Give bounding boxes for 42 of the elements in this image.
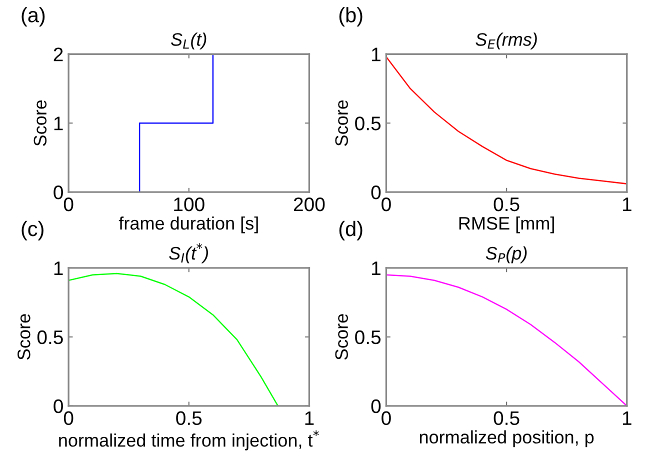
y-axis-title: Score: [335, 314, 348, 360]
x-tick-label: 0: [64, 411, 74, 426]
y-tick-label: 1: [54, 262, 63, 275]
chart-title: S$_{P}$(p): [486, 246, 527, 264]
line-series: [68, 272, 279, 406]
text: (d): [339, 220, 362, 240]
y-tick-label: 0: [54, 399, 63, 414]
text: (a): [22, 7, 45, 27]
y-tick-label: 0: [371, 186, 381, 200]
y-tick-label: 1: [372, 262, 380, 275]
line-series: [386, 56, 627, 184]
y-axis-title: Score: [34, 100, 47, 146]
chart-title: S$_{L}$(t): [170, 32, 206, 50]
y-tick-label: 0: [54, 186, 63, 200]
y-tick-label: 0: [371, 399, 381, 414]
x-tick-label: 200: [294, 197, 325, 212]
y-axis-title: Score: [18, 314, 30, 360]
y-tick-label: 1: [54, 116, 63, 130]
text: (c): [22, 220, 44, 240]
x-tick-label: 0.5: [494, 411, 520, 426]
x-tick-label: 0.5: [494, 197, 520, 212]
x-tick-label: 1: [622, 411, 632, 425]
x-axis-title: normalized position, p: [420, 430, 594, 448]
y-tick-label: 2: [54, 48, 63, 62]
x-tick-label: 0.5: [176, 411, 202, 426]
x-axis-title: frame duration [s]: [118, 216, 258, 234]
y-tick-label: 0.5: [37, 330, 63, 344]
y-axis-title: Score: [335, 100, 348, 146]
chart-title: S$_{I}$(t$^{*}$): [169, 243, 208, 264]
y-tick-label: 1: [372, 48, 380, 62]
x-axis-title: RMSE [mm]: [459, 216, 554, 234]
x-tick-label: 100: [174, 197, 204, 212]
y-tick-label: 0.5: [355, 116, 381, 130]
x-tick-label: 1: [622, 198, 632, 212]
text: (b): [339, 7, 362, 27]
chart-title: S$_{E}$(rms): [476, 32, 537, 50]
x-tick-label: 1: [305, 411, 314, 425]
x-tick-label: 0: [382, 411, 391, 426]
y-tick-label: 0.5: [355, 330, 381, 344]
x-tick-label: 0: [64, 197, 74, 212]
x-axis-title: normalized time from injection, t$^{*}$: [59, 430, 319, 450]
x-tick-label: 0: [382, 197, 391, 212]
